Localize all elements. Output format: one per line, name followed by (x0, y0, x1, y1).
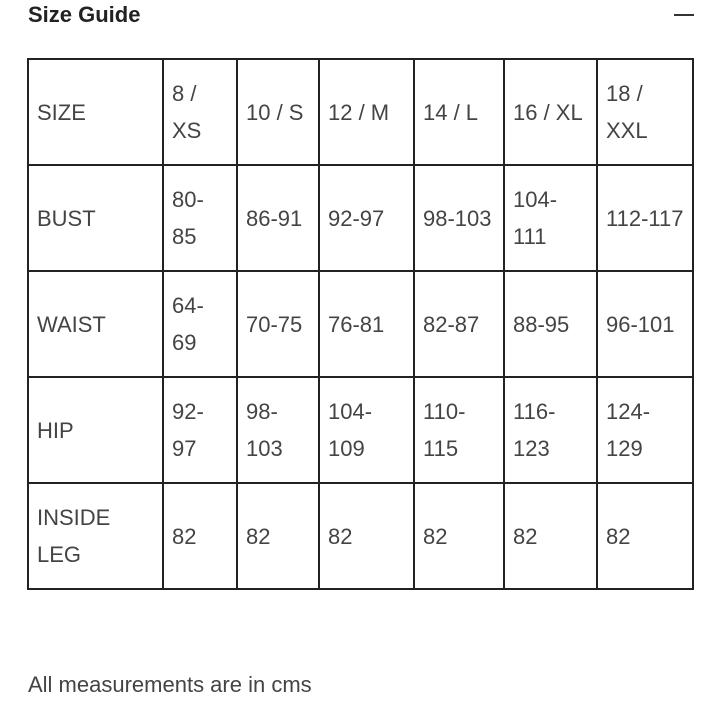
table-cell: 112-117 (596, 164, 694, 272)
table-cell: 98-103 (236, 376, 320, 484)
table-cell: 18 / XXL (596, 58, 694, 166)
footer-note: All measurements are in cms (28, 672, 312, 697)
table-row: BUST 80-85 86-91 92-97 98-103 104-111 112-117 (27, 164, 694, 272)
table-cell: 82 (236, 482, 320, 590)
table-cell: 8 / XS (162, 58, 238, 166)
table-cell: 12 / M (318, 58, 415, 166)
table-cell: 92-97 (162, 376, 238, 484)
table-cell: 82 (413, 482, 505, 590)
table-cell: 104-111 (503, 164, 598, 272)
table-cell: 82-87 (413, 270, 505, 378)
table-row: WAIST 64-69 70-75 76-81 82-87 88-95 96-101 (27, 270, 694, 378)
table-cell: BUST (27, 164, 164, 272)
minus-icon[interactable] (674, 14, 694, 16)
table-cell: INSIDE LEG (27, 482, 164, 590)
table-row: HIP 92-97 98-103 104-109 110-115 116-123 124-1… (27, 376, 694, 484)
table-cell: 10 / S (236, 58, 320, 166)
table-cell: 86-91 (236, 164, 320, 272)
table-cell: 82 (318, 482, 415, 590)
table-cell: 124-129 (596, 376, 694, 484)
table-cell: 104-109 (318, 376, 415, 484)
table-cell: 98-103 (413, 164, 505, 272)
table-cell: 96-101 (596, 270, 694, 378)
size-table: SIZE 8 / XS 10 / S 12 / M 14 / L 16 / XL 18 / … (27, 58, 694, 590)
table-cell: 82 (596, 482, 694, 590)
table-cell: 92-97 (318, 164, 415, 272)
table-cell: HIP (27, 376, 164, 484)
table-cell: 82 (162, 482, 238, 590)
table-cell: WAIST (27, 270, 164, 378)
table-cell: SIZE (27, 58, 164, 166)
table-row: INSIDE LEG 82 82 82 82 82 82 (27, 482, 694, 590)
table-cell: 14 / L (413, 58, 505, 166)
table-cell: 76-81 (318, 270, 415, 378)
table-cell: 116-123 (503, 376, 598, 484)
table-row: SIZE 8 / XS 10 / S 12 / M 14 / L 16 / XL 18 / … (27, 58, 694, 166)
table-cell: 88-95 (503, 270, 598, 378)
table-cell: 110-115 (413, 376, 505, 484)
table-cell: 80-85 (162, 164, 238, 272)
table-cell: 64-69 (162, 270, 238, 378)
section-title: Size Guide (28, 2, 141, 27)
table-cell: 16 / XL (503, 58, 598, 166)
table-cell: 82 (503, 482, 598, 590)
table-cell: 70-75 (236, 270, 320, 378)
